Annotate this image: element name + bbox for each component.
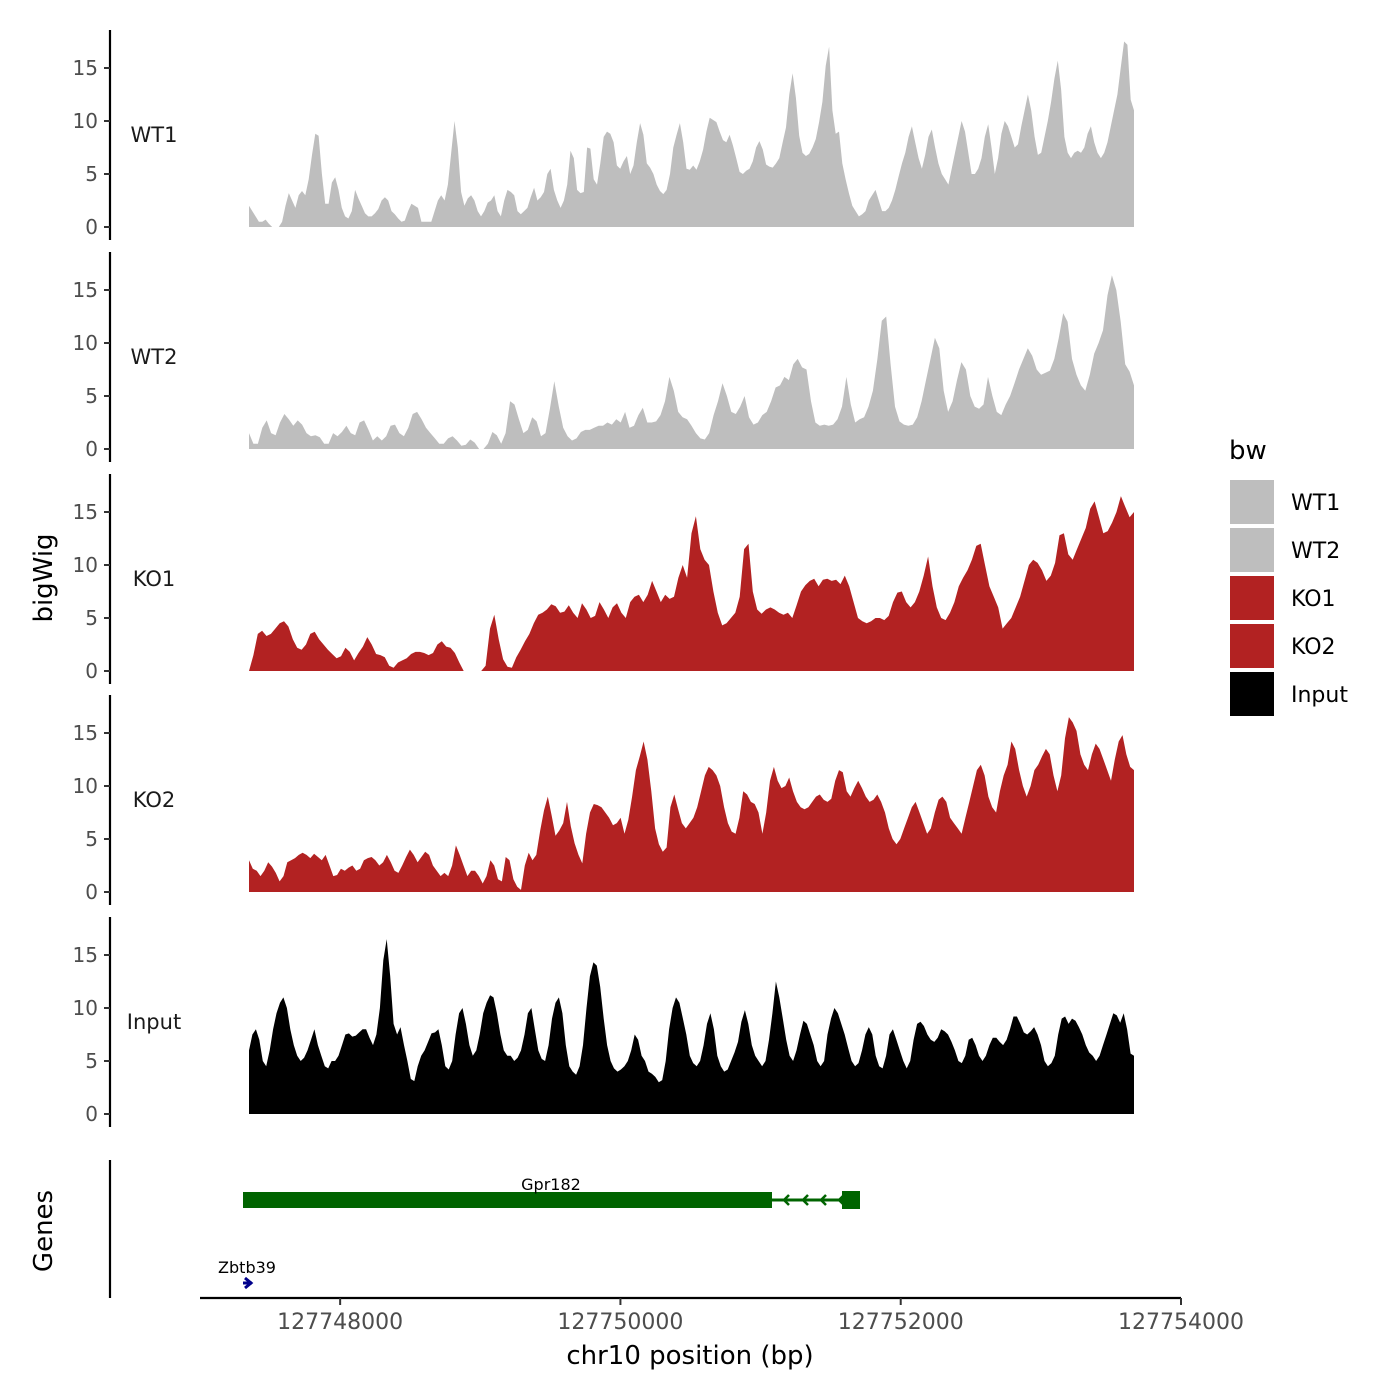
y-tick-label: 0 bbox=[85, 215, 98, 239]
strand-arrow bbox=[837, 1194, 845, 1206]
track-label: KO1 bbox=[133, 567, 176, 591]
track-wt1: 0 5 10 15 WT1 bbox=[73, 30, 1134, 240]
legend-label: WT1 bbox=[1291, 491, 1340, 516]
track-label: Input bbox=[127, 1010, 181, 1034]
gene-label: Zbtb39 bbox=[218, 1258, 276, 1277]
y-tick-label: 15 bbox=[73, 56, 98, 80]
genes-panel: Gpr182 Zbtb39 bbox=[108, 1160, 860, 1298]
x-axis-title: chr10 position (bp) bbox=[566, 1341, 813, 1371]
legend-label: KO2 bbox=[1291, 635, 1336, 660]
legend-swatch bbox=[1230, 480, 1274, 524]
signal-area-ko1 bbox=[249, 496, 1134, 671]
legend-entry-ko1: KO1 bbox=[1230, 576, 1336, 620]
y-tick-label: 15 bbox=[73, 721, 98, 745]
y-tick-label: 10 bbox=[73, 774, 98, 798]
track-label: WT1 bbox=[131, 123, 178, 147]
legend-label: Input bbox=[1291, 683, 1348, 708]
strand-arrow bbox=[801, 1194, 809, 1206]
legend-entry-ko2: KO2 bbox=[1230, 624, 1336, 668]
legend-entry-input: Input bbox=[1230, 672, 1348, 716]
y-tick-label: 5 bbox=[85, 384, 98, 408]
track-input: 0 5 10 15 Input bbox=[73, 917, 1134, 1127]
legend-swatch bbox=[1230, 528, 1274, 572]
x-tick-label: 127748000 bbox=[277, 1310, 403, 1335]
legend-swatch bbox=[1230, 672, 1274, 716]
signal-tracks: 0 5 10 15 WT1 0 5 10 15 WT2 0 5 10 15 KO1 0 5 10 15 KO2 0 5 10… bbox=[73, 30, 1134, 1127]
y-tick-label: 0 bbox=[85, 437, 98, 461]
signal-area-ko2 bbox=[249, 717, 1134, 892]
y-axis-title: bigWig bbox=[29, 533, 59, 622]
gene-exon bbox=[243, 1192, 772, 1208]
gene-label: Gpr182 bbox=[521, 1175, 581, 1194]
x-axis: 127748000 127750000 127752000 127754000 bbox=[200, 1296, 1244, 1335]
strand-arrow bbox=[782, 1194, 790, 1206]
legend-label: WT2 bbox=[1291, 539, 1340, 564]
y-tick-label: 0 bbox=[85, 659, 98, 683]
legend-swatch bbox=[1230, 576, 1274, 620]
gene-exon bbox=[842, 1191, 860, 1209]
strand-arrow bbox=[819, 1194, 827, 1206]
gene-zbtb39: Zbtb39 bbox=[218, 1258, 276, 1290]
y-tick-label: 5 bbox=[85, 827, 98, 851]
strand-arrow bbox=[244, 1276, 254, 1290]
y-tick-label: 10 bbox=[73, 553, 98, 577]
legend-title: bw bbox=[1229, 436, 1267, 466]
signal-area-input bbox=[249, 939, 1134, 1114]
gene-gpr182: Gpr182 bbox=[243, 1175, 860, 1209]
signal-area-wt1 bbox=[249, 41, 1134, 227]
legend: bw WT1 WT2 KO1 KO2 Input bbox=[1229, 436, 1348, 716]
genes-axis-title: Genes bbox=[29, 1190, 59, 1272]
track-ko2: 0 5 10 15 KO2 bbox=[73, 695, 1134, 905]
legend-entry-wt1: WT1 bbox=[1230, 480, 1340, 524]
y-tick-label: 10 bbox=[73, 109, 98, 133]
y-tick-label: 15 bbox=[73, 278, 98, 302]
x-tick-label: 127754000 bbox=[1118, 1310, 1244, 1335]
legend-swatch bbox=[1230, 624, 1274, 668]
y-tick-label: 5 bbox=[85, 1049, 98, 1073]
track-label: WT2 bbox=[131, 345, 178, 369]
x-tick-label: 127750000 bbox=[557, 1310, 683, 1335]
y-tick-label: 5 bbox=[85, 162, 98, 186]
y-tick-label: 10 bbox=[73, 331, 98, 355]
y-tick-label: 0 bbox=[85, 1102, 98, 1126]
signal-area-wt2 bbox=[249, 275, 1134, 449]
y-tick-label: 15 bbox=[73, 500, 98, 524]
legend-label: KO1 bbox=[1291, 587, 1336, 612]
track-label: KO2 bbox=[133, 788, 176, 812]
y-tick-label: 0 bbox=[85, 880, 98, 904]
track-wt2: 0 5 10 15 WT2 bbox=[73, 252, 1134, 462]
y-tick-label: 15 bbox=[73, 943, 98, 967]
y-tick-label: 5 bbox=[85, 606, 98, 630]
track-ko1: 0 5 10 15 KO1 bbox=[73, 474, 1134, 684]
x-tick-label: 127752000 bbox=[838, 1310, 964, 1335]
y-tick-label: 10 bbox=[73, 996, 98, 1020]
legend-entry-wt2: WT2 bbox=[1230, 528, 1340, 572]
